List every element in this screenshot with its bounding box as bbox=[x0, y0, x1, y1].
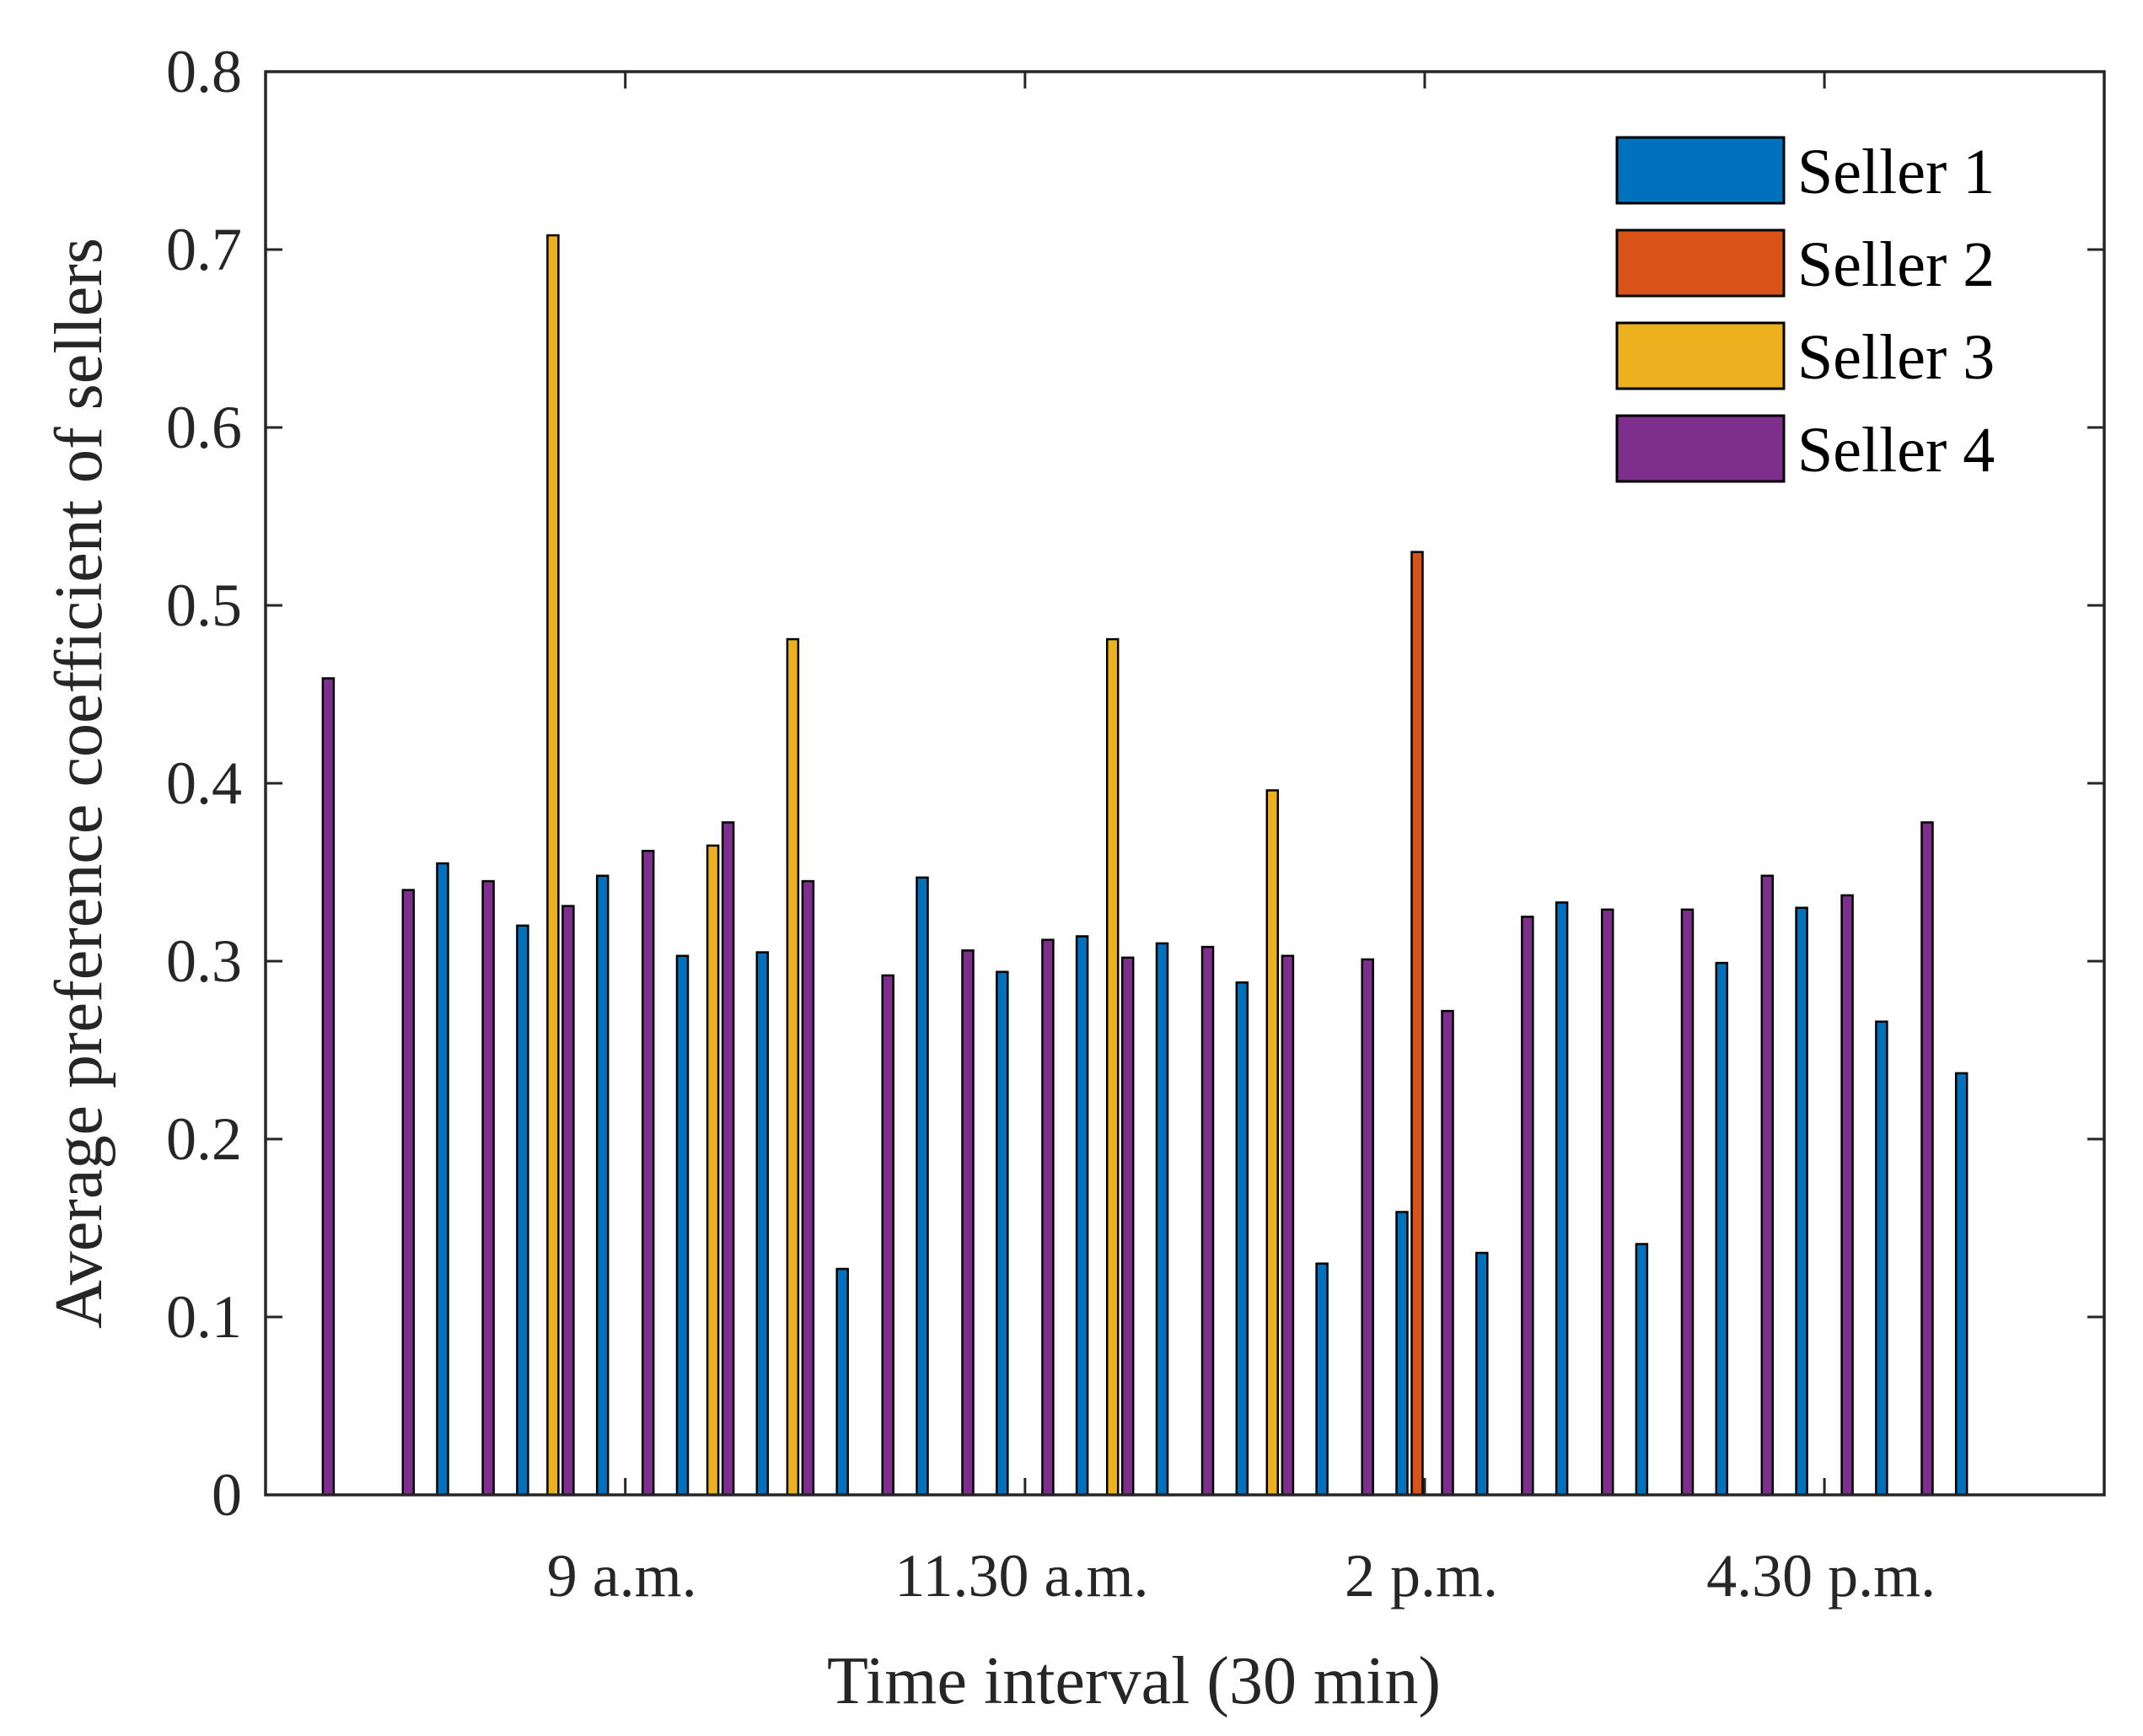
y-tick-label: 0.5 bbox=[166, 572, 242, 639]
bar-seller-4-interval-7 bbox=[801, 879, 815, 1497]
bar-seller-4-interval-14 bbox=[1361, 958, 1374, 1497]
legend-label-seller-3: Seller 3 bbox=[1797, 322, 1995, 393]
bar-seller-4-interval-1 bbox=[321, 677, 336, 1497]
legend-label-seller-2: Seller 2 bbox=[1797, 229, 1995, 300]
bar-seller-4-interval-4 bbox=[561, 905, 575, 1497]
y-tick-label: 0.2 bbox=[166, 1105, 242, 1173]
bar-seller-4-interval-10 bbox=[1041, 938, 1055, 1497]
bar-seller-1-interval-18 bbox=[1635, 1243, 1649, 1497]
bar-seller-4-interval-3 bbox=[481, 879, 495, 1497]
bar-seller-4-interval-12 bbox=[1200, 945, 1215, 1497]
x-tick-label: 4.30 p.m. bbox=[1706, 1542, 1936, 1610]
bar-seller-1-interval-6 bbox=[675, 954, 690, 1497]
bar-seller-1-interval-15 bbox=[1395, 1211, 1409, 1497]
bar-seller-3-interval-13 bbox=[1265, 789, 1280, 1497]
axes-box bbox=[264, 70, 2106, 1497]
y-tick-label: 0.6 bbox=[166, 394, 242, 461]
bar-seller-4-interval-13 bbox=[1281, 954, 1295, 1497]
y-tick-labels: 0 0.1 0.2 0.3 0.4 0.5 0.6 0.7 0.8 bbox=[166, 38, 242, 1529]
bar-seller-1-interval-14 bbox=[1315, 1262, 1329, 1497]
bar-seller-1-interval-4 bbox=[516, 924, 529, 1497]
bar-seller-4-interval-17 bbox=[1600, 908, 1614, 1497]
bar-seller-4-interval-9 bbox=[961, 949, 975, 1497]
y-tick-label: 0 bbox=[212, 1461, 242, 1529]
bar-seller-3-interval-4 bbox=[546, 234, 560, 1497]
bar-seller-4-interval-19 bbox=[1760, 874, 1775, 1497]
bar-seller-1-interval-8 bbox=[835, 1267, 849, 1497]
bar-seller-1-interval-10 bbox=[996, 970, 1009, 1497]
legend-swatch-seller-1 bbox=[1615, 136, 1786, 205]
legend-swatch-seller-4 bbox=[1615, 414, 1786, 483]
legend-swatch-seller-3 bbox=[1615, 321, 1786, 390]
bar-seller-1-interval-11 bbox=[1075, 935, 1089, 1497]
bar-seller-3-interval-6 bbox=[706, 844, 720, 1497]
bar-seller-1-interval-17 bbox=[1555, 901, 1569, 1497]
x-tick-label: 11.30 a.m. bbox=[894, 1542, 1148, 1610]
bar-seller-4-interval-20 bbox=[1840, 894, 1854, 1497]
x-axis-title: Time interval (30 min) bbox=[827, 1644, 1441, 1718]
x-tick-label: 9 a.m. bbox=[547, 1542, 697, 1610]
bar-seller-1-interval-12 bbox=[1155, 942, 1169, 1497]
legend: Seller 1 Seller 2 Seller 3 Seller 4 bbox=[1615, 136, 1995, 486]
y-axis-title: Average preference coefficient of seller… bbox=[42, 238, 116, 1329]
bar-seller-4-interval-15 bbox=[1441, 1009, 1454, 1497]
bar-seller-1-interval-9 bbox=[916, 876, 929, 1497]
x-tick-labels: 9 a.m. 11.30 a.m. 2 p.m. 4.30 p.m. bbox=[547, 1542, 1936, 1610]
bar-seller-1-interval-7 bbox=[755, 951, 770, 1497]
bar-seller-1-interval-19 bbox=[1715, 961, 1729, 1497]
legend-swatch-seller-2 bbox=[1615, 228, 1786, 298]
y-tick-label: 0.4 bbox=[166, 750, 242, 817]
bar-seller-4-interval-6 bbox=[721, 821, 735, 1497]
bar-seller-2-interval-15 bbox=[1410, 551, 1424, 1497]
bar-seller-4-interval-5 bbox=[641, 849, 655, 1497]
y-tick-label: 0.1 bbox=[166, 1283, 242, 1351]
y-tick-label: 0.3 bbox=[166, 927, 242, 995]
y-tick-label: 0.8 bbox=[166, 38, 242, 105]
bar-seller-4-interval-8 bbox=[881, 974, 894, 1497]
bar-seller-3-interval-7 bbox=[786, 637, 800, 1497]
bar-seller-4-interval-11 bbox=[1120, 956, 1135, 1497]
bar-seller-1-interval-13 bbox=[1235, 981, 1249, 1497]
legend-label-seller-4: Seller 4 bbox=[1797, 415, 1995, 486]
bar-seller-1-interval-5 bbox=[595, 874, 610, 1497]
bar-seller-4-interval-21 bbox=[1920, 821, 1934, 1497]
x-tick-label: 2 p.m. bbox=[1345, 1542, 1498, 1610]
legend-label-seller-1: Seller 1 bbox=[1797, 137, 1995, 207]
bar-seller-4-interval-16 bbox=[1521, 916, 1534, 1497]
y-tick-label: 0.7 bbox=[166, 216, 242, 283]
bar-seller-1-interval-21 bbox=[1875, 1020, 1888, 1497]
bar-seller-1-interval-22 bbox=[1954, 1072, 1968, 1497]
bar-seller-1-interval-3 bbox=[436, 862, 449, 1497]
bar-seller-1-interval-20 bbox=[1795, 906, 1808, 1497]
bar-seller-4-interval-18 bbox=[1680, 908, 1695, 1497]
bar-seller-4-interval-2 bbox=[401, 889, 416, 1497]
bar-seller-1-interval-16 bbox=[1475, 1251, 1489, 1497]
bar-seller-3-interval-11 bbox=[1105, 637, 1120, 1497]
